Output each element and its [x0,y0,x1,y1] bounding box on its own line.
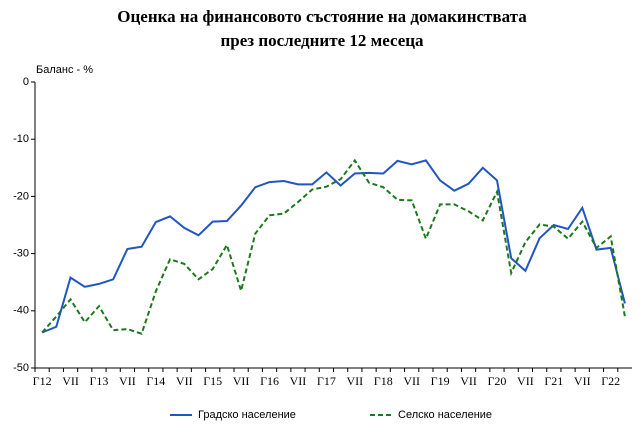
chart-title: Оценка на финансовото състояние на домак… [117,7,527,26]
x-tick-label: VII [233,374,250,388]
y-tick-label: 0 [23,76,29,88]
x-tick-label: Г20 [487,374,506,388]
x-tick-label: VII [62,374,79,388]
y-tick-label: -10 [13,133,29,145]
legend-label: Градско население [198,409,296,421]
y-tick-label: -50 [13,362,29,374]
y-tick-label: -30 [13,248,29,260]
x-tick-label: Г21 [544,374,563,388]
x-tick-label: Г12 [33,374,52,388]
y-tick-label: -40 [13,305,29,317]
y-tick-label: -20 [13,190,29,202]
chart-title: през последните 12 месеца [220,31,424,50]
x-tick-label: VII [290,374,307,388]
x-tick-label: VII [403,374,420,388]
series-line [41,159,626,334]
legend-label: Селско население [398,409,492,421]
x-tick-label: Г18 [374,374,393,388]
x-tick-label: VII [517,374,534,388]
x-tick-label: Г15 [203,374,222,388]
x-tick-label: Г22 [601,374,620,388]
x-tick-label: Г13 [89,374,108,388]
x-tick-label: Г19 [431,374,450,388]
series-line [41,158,626,335]
x-tick-label: VII [119,374,136,388]
x-tick-label: VII [574,374,591,388]
x-tick-label: Г17 [317,374,336,388]
x-tick-label: VII [176,374,193,388]
y-axis-label: Баланс - % [36,64,93,76]
x-tick-label: Г16 [260,374,279,388]
x-tick-label: VII [346,374,363,388]
x-tick-label: Г14 [146,374,165,388]
x-tick-label: VII [460,374,477,388]
